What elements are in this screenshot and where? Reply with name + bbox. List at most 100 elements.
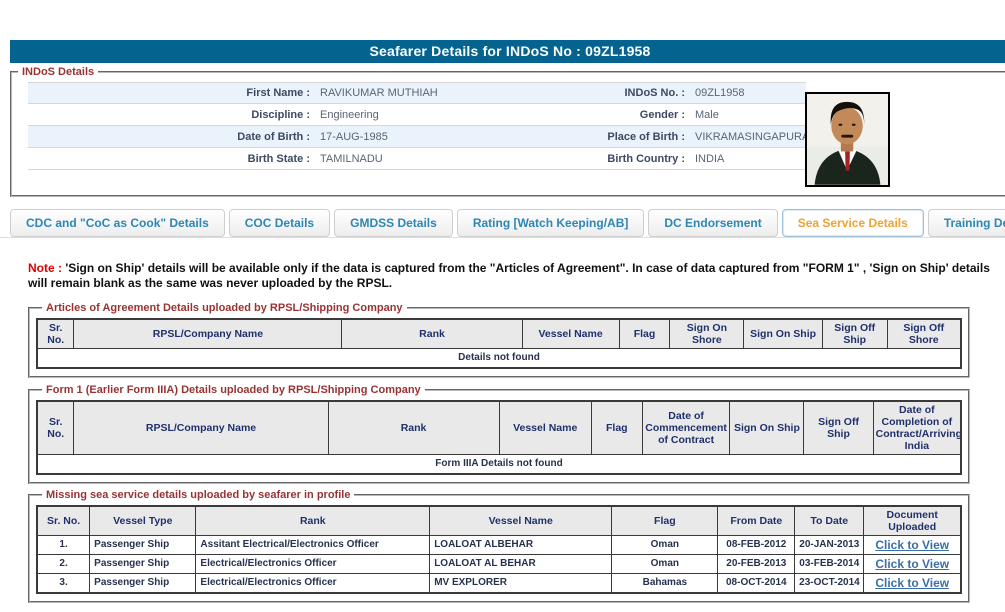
page-title: Seafarer Details for INDoS No : 09ZL1958 <box>10 40 1005 63</box>
indos-no-value: 09ZL1958 <box>695 87 745 99</box>
seafarer-photo <box>805 92 890 187</box>
vessel-type-cell: Passenger Ship <box>89 535 197 555</box>
articles-empty-message: Details not found <box>36 348 962 369</box>
first-name-value: RAVIKUMAR MUTHIAH <box>320 87 438 99</box>
col-sign-on-ship: Sign On Ship <box>743 318 823 349</box>
col-rpsl-company-name: RPSL/Company Name <box>73 318 343 349</box>
rank-cell: Assitant Electrical/Electronics Officer <box>195 535 431 555</box>
birth-state-value: TAMILNADU <box>320 152 383 165</box>
gender-value: Male <box>695 108 719 121</box>
col-sr-no: Sr. No. <box>36 318 75 349</box>
indos-details-grid: First Name : RAVIKUMAR MUTHIAH INDoS No.… <box>28 82 818 170</box>
articles-empty-row: Details not found <box>36 348 962 369</box>
col-vessel-name: Vessel Name <box>429 505 613 536</box>
col-sign-off-shore: Sign Off Shore <box>886 318 962 349</box>
tab-sea-service-details[interactable]: Sea Service Details <box>781 209 924 237</box>
seafarer-photo-illustration <box>807 94 888 185</box>
vessel-name-cell: LOALOAT AL BEHAR <box>429 554 613 574</box>
col-rank: Rank <box>327 400 500 455</box>
from-date-cell: 20-FEB-2013 <box>717 554 796 574</box>
birth-country-label: Birth Country : <box>607 152 685 165</box>
click-to-view-link-1[interactable]: Click to View <box>875 538 950 552</box>
place-of-birth-value: VIKRAMASINGAPURAM <box>695 130 819 143</box>
col-rpsl-company-name: RPSL/Company Name <box>73 400 329 455</box>
sea-service-row: 2. Passenger Ship Electrical/Electronics… <box>36 554 962 574</box>
col-vessel-name: Vessel Name <box>498 400 592 455</box>
col-vessel-name: Vessel Name <box>521 318 620 349</box>
rank-cell: Electrical/Electronics Officer <box>195 573 431 594</box>
form1-section-legend: Form 1 (Earlier Form IIIA) Details uploa… <box>46 384 421 396</box>
col-document-uploaded: Document Uploaded <box>863 505 962 536</box>
col-sr-no: Sr. No. <box>36 505 91 536</box>
note-text: 'Sign on Ship' details will be available… <box>28 261 990 290</box>
indos-row-3: Date of Birth : 17-AUG-1985 Place of Bir… <box>28 126 818 148</box>
vessel-type-cell: Passenger Ship <box>89 554 197 574</box>
tab-training-details[interactable]: Training Details <box>927 209 1005 237</box>
dob-value: 17-AUG-1985 <box>320 130 388 143</box>
discipline-label: Discipline : <box>251 108 310 121</box>
indos-no-label: INDoS No. : <box>624 87 686 99</box>
col-flag: Flag <box>611 505 719 536</box>
col-sign-off-ship: Sign Off Ship <box>821 318 888 349</box>
tab-dc-endorsement[interactable]: DC Endorsement <box>648 209 778 237</box>
col-sign-on-shore: Sign On Shore <box>669 318 745 349</box>
col-rank: Rank <box>341 318 523 349</box>
sea-service-row: 1. Passenger Ship Assitant Electrical/El… <box>36 535 962 555</box>
birth-country-value: INDIA <box>695 152 725 165</box>
tab-gmdss-details[interactable]: GMDSS Details <box>334 209 453 237</box>
col-date-of-completion: Date of Completion of Contract/Arriving … <box>872 400 962 455</box>
gender-label: Gender : <box>639 108 685 121</box>
place-of-birth-label: Place of Birth : <box>607 130 685 143</box>
birth-state-label: Birth State : <box>247 152 310 165</box>
indos-row-4: Birth State : TAMILNADU Birth Country : … <box>28 148 806 170</box>
articles-section-legend: Articles of Agreement Details uploaded b… <box>46 302 403 314</box>
articles-table: Sr. No. RPSL/Company Name Rank Vessel Na… <box>36 318 962 369</box>
sr-no-cell: 3. <box>36 573 91 594</box>
tab-coc-details[interactable]: COC Details <box>228 209 331 237</box>
col-from-date: From Date <box>717 505 796 536</box>
col-sign-off-ship: Sign Off Ship <box>803 400 874 455</box>
col-flag: Flag <box>618 318 671 349</box>
flag-cell: Oman <box>611 554 719 574</box>
missing-sea-service-table: Sr. No. Vessel Type Rank Vessel Name Fla… <box>36 505 962 594</box>
to-date-cell: 03-FEB-2014 <box>794 554 865 574</box>
rank-cell: Electrical/Electronics Officer <box>195 554 431 574</box>
col-sr-no: Sr. No. <box>36 400 75 455</box>
indos-details-panel: INDoS Details First Name : RAVIKUMAR MUT… <box>10 66 1005 197</box>
sea-service-row: 3. Passenger Ship Electrical/Electronics… <box>36 573 962 594</box>
tab-bar: CDC and "CoC as Cook" Details COC Detail… <box>0 209 1005 238</box>
form1-table-header-row: Sr. No. RPSL/Company Name Rank Vessel Na… <box>36 400 962 455</box>
vessel-name-cell: LOALOAT ALBEHAR <box>429 535 613 555</box>
missing-section-legend: Missing sea service details uploaded by … <box>46 489 351 501</box>
form1-empty-message: Form IIIA Details not found <box>36 454 962 475</box>
flag-cell: Bahamas <box>611 573 719 594</box>
to-date-cell: 23-OCT-2014 <box>794 573 865 594</box>
from-date-cell: 08-FEB-2012 <box>717 535 796 555</box>
tab-cdc-coc-cook-details[interactable]: CDC and "CoC as Cook" Details <box>10 209 225 237</box>
col-flag: Flag <box>590 400 643 455</box>
click-to-view-link-3[interactable]: Click to View <box>875 576 950 590</box>
vessel-name-cell: MV EXPLORER <box>429 573 613 594</box>
col-to-date: To Date <box>794 505 865 536</box>
flag-cell: Oman <box>611 535 719 555</box>
col-date-of-commencement: Date of Commencement of Contract <box>641 400 731 455</box>
to-date-cell: 20-JAN-2013 <box>794 535 865 555</box>
dob-label: Date of Birth : <box>237 130 310 143</box>
articles-table-header-row: Sr. No. RPSL/Company Name Rank Vessel Na… <box>36 318 962 349</box>
indos-row-1: First Name : RAVIKUMAR MUTHIAH INDoS No.… <box>28 82 806 104</box>
tab-rating-watch-keeping-ab[interactable]: Rating [Watch Keeping/AB] <box>456 209 645 237</box>
first-name-label: First Name : <box>246 87 310 99</box>
note-prefix: Note : <box>28 261 62 275</box>
form1-table: Sr. No. RPSL/Company Name Rank Vessel Na… <box>36 400 962 475</box>
discipline-value: Engineering <box>320 108 379 121</box>
sign-on-ship-note: Note : 'Sign on Ship' details will be av… <box>28 261 990 291</box>
sr-no-cell: 2. <box>36 554 91 574</box>
missing-table-header-row: Sr. No. Vessel Type Rank Vessel Name Fla… <box>36 505 962 536</box>
from-date-cell: 08-OCT-2014 <box>717 573 796 594</box>
indos-row-2: Discipline : Engineering Gender : Male <box>28 104 806 126</box>
form1-empty-row: Form IIIA Details not found <box>36 454 962 475</box>
indos-details-legend: INDoS Details <box>22 66 95 78</box>
click-to-view-link-2[interactable]: Click to View <box>875 557 950 571</box>
articles-of-agreement-section: Articles of Agreement Details uploaded b… <box>28 302 970 378</box>
col-sign-on-ship: Sign On Ship <box>729 400 805 455</box>
